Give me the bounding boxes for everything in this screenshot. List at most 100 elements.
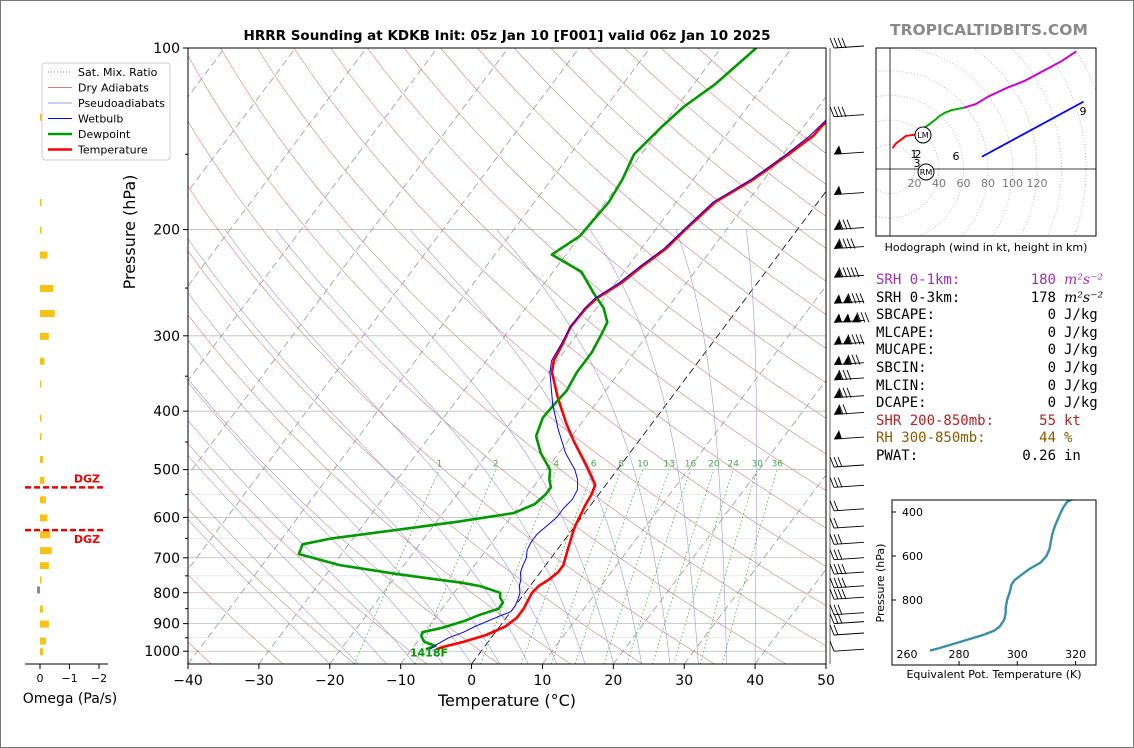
wind-barb (833, 525, 865, 529)
omega-bar (40, 547, 52, 555)
omega-bar (40, 113, 42, 121)
hodo-height-label: 6 (953, 150, 960, 163)
omega-bar (40, 476, 45, 484)
wind-barb-feather (838, 387, 844, 398)
dry-adiabat-line (256, 48, 826, 567)
profile-temperature-line (435, 120, 826, 651)
dry-adiabat-line (188, 574, 284, 664)
wind-barb-feather (855, 334, 861, 345)
wind-barb-feather (833, 549, 839, 560)
moist-adiabat-line (188, 519, 331, 664)
isotherm-line (188, 48, 580, 571)
param-label: MLCIN: (876, 377, 927, 394)
moist-adiabat-line (188, 454, 387, 664)
wind-barb (833, 541, 865, 545)
param-value: 44 (1039, 430, 1056, 447)
wind-barb-flag (834, 145, 842, 155)
wind-barb-flag (843, 355, 851, 365)
omega-bar (40, 414, 42, 422)
storm-motion-marker (914, 126, 932, 144)
mixing-ratio-line (353, 469, 440, 664)
omega-bar (40, 455, 43, 463)
y-axis-label: Pressure (hPa) (120, 175, 139, 290)
legend-box (41, 62, 171, 161)
mixing-ratio-label: 13 (663, 460, 674, 470)
mixing-ratio-line (550, 469, 622, 664)
wind-barb-feather (837, 613, 843, 624)
chart-title: HRRR Sounding at KDKB Init: 05z Jan 10 [… (244, 28, 771, 44)
legend-label: Dry Adiabats (78, 82, 149, 95)
isotherm-line (188, 48, 651, 664)
isotherm-line (471, 190, 826, 664)
hodo-height-label: 1 (911, 148, 918, 161)
dry-adiabat-line (188, 378, 499, 664)
wind-barb-flag (834, 355, 842, 365)
param-value: 0 (1047, 395, 1056, 412)
wind-barb-feather (847, 293, 853, 304)
mixing-ratio-label: 6 (591, 460, 597, 470)
wind-barb-feather (855, 354, 861, 365)
param-row: SRH 0-1km: 180 m²s⁻² (876, 272, 1103, 290)
brand-watermark: TROPICALTIDBITS.COM (890, 21, 1088, 39)
wind-barb-feather (846, 219, 852, 230)
param-value: 0 (1047, 342, 1056, 359)
wind-barb (833, 585, 865, 589)
y-tick-label: 800 (153, 586, 180, 602)
wind-barb-feather (859, 293, 865, 304)
param-unit: m²s⁻² (1064, 272, 1104, 288)
dry-adiabat-line (477, 48, 826, 349)
y-tick-label: 200 (153, 223, 180, 239)
omega-bar (40, 357, 45, 365)
wind-barb-feather (833, 624, 839, 636)
x-tick-label: −40 (173, 673, 203, 689)
mixing-ratio-line (699, 469, 758, 664)
mixing-ratio-label: 16 (685, 460, 697, 470)
x-axis-label: Temperature (°C) (437, 691, 576, 710)
wind-barb-feather (846, 369, 852, 381)
wind-barb (833, 464, 865, 468)
dry-adiabat-line (188, 508, 356, 664)
wind-barb (833, 571, 865, 575)
wind-barb-feather (829, 624, 835, 636)
legend-label: Temperature (77, 144, 148, 157)
wind-barb-feather (837, 549, 843, 560)
param-value: 0.26 (1022, 447, 1056, 464)
param-row: PWAT: 0.26 in (876, 448, 1103, 466)
wind-barb-feather (841, 577, 847, 588)
mixing-ratio-label: 4 (553, 460, 559, 470)
thetae-y-label: Pressure (hPa) (874, 544, 887, 623)
mixing-ratio-label: 8 (618, 460, 624, 470)
omega-bar (40, 380, 42, 388)
param-row: SHR 200-850mb: 55 kt (876, 413, 1103, 431)
moist-adiabat-line (336, 229, 614, 664)
wind-barb-feather (842, 369, 848, 381)
isotherm-line (188, 48, 367, 287)
mixing-ratio-line (652, 469, 715, 664)
param-row: MLCAPE: 0 J/kg (876, 325, 1103, 343)
param-label: SRH 0-3km: (876, 289, 961, 306)
wind-barb-feather (856, 312, 862, 323)
wind-barb (833, 45, 865, 49)
param-row: MUCAPE: 0 J/kg (876, 342, 1103, 360)
wind-barb-feather (833, 563, 839, 575)
wind-barb-flag (843, 335, 851, 345)
wind-barb-feather (829, 500, 835, 511)
x-tick-label: 20 (604, 673, 622, 689)
param-value: 0 (1047, 307, 1056, 324)
legend-label: Pseudoadiabats (78, 97, 165, 110)
param-row: DCAPE: 0 J/kg (876, 395, 1103, 413)
dry-adiabat-line (403, 48, 826, 419)
param-row: RH 300-850mb: 44% (876, 430, 1103, 448)
wind-barb-feather (837, 563, 843, 575)
dry-adiabat-line (330, 48, 826, 491)
dry-adiabat-line (220, 48, 826, 606)
hodo-shear-vector (981, 100, 1084, 158)
param-row: MLCIN: 0 J/kg (876, 378, 1103, 396)
moist-adiabat-line (188, 487, 359, 664)
x-tick-label: 0 (467, 673, 476, 689)
moist-adiabat-line (589, 229, 699, 664)
isotherm-line (188, 48, 296, 193)
wind-barb-flag (843, 294, 851, 304)
moist-adiabat-line (409, 229, 642, 664)
